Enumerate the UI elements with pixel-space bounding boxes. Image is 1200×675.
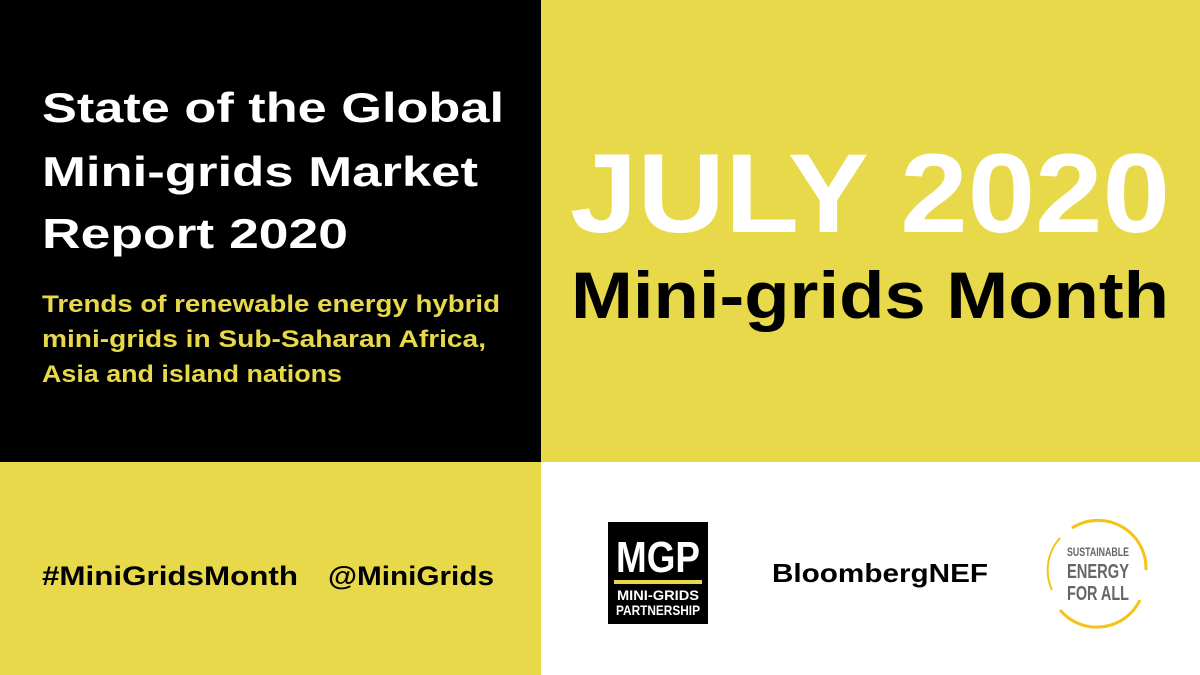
mgp-rule: [614, 580, 702, 584]
event-name: Mini-grids Month: [571, 258, 1169, 332]
yellow-footer: [0, 462, 541, 675]
logo-arc: [1058, 599, 1142, 629]
yellow-panel: [541, 0, 1200, 462]
subtitle-line: Trends of renewable energy hybrid: [42, 291, 500, 318]
bnef-logo: BloombergNEF: [772, 558, 988, 588]
seforall-line: FOR ALL: [1067, 583, 1129, 605]
subtitle-line: mini-grids in Sub-Saharan Africa,: [42, 326, 486, 353]
mgp-line: PARTNERSHIP: [616, 602, 700, 618]
logo-arc: [1071, 518, 1148, 571]
mgp-logo: MGP MINI-GRIDS PARTNERSHIP: [608, 522, 708, 624]
mgp-line: MINI-GRIDS: [617, 587, 699, 603]
mgp-mark: MGP: [616, 533, 700, 582]
handle: @MiniGrids: [328, 561, 494, 591]
event-date: JULY 2020: [570, 131, 1170, 256]
title-line: Mini-grids Market: [42, 148, 478, 195]
seforall-logo: SUSTAINABLE ENERGY FOR ALL: [1046, 518, 1148, 629]
title-line: State of the Global: [42, 84, 504, 131]
black-panel: [0, 0, 541, 462]
subtitle-line: Asia and island nations: [42, 361, 342, 388]
seforall-line: SUSTAINABLE: [1067, 545, 1129, 559]
seforall-line: ENERGY: [1067, 561, 1129, 583]
logo-arc: [1046, 537, 1061, 591]
hashtag: #MiniGridsMonth: [42, 561, 298, 591]
mgp-box: [608, 522, 708, 624]
title-line: Report 2020: [42, 210, 348, 257]
